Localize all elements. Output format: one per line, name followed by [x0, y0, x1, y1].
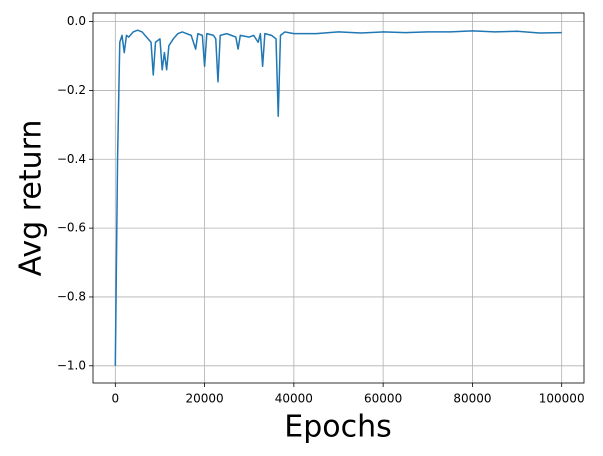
- y-tick-label: −0.4: [57, 152, 86, 166]
- y-tick-label: 0.0: [67, 14, 86, 28]
- x-tick-label: 20000: [185, 392, 223, 406]
- x-axis-label: Epochs: [284, 410, 392, 445]
- data-line: [114, 29, 562, 366]
- x-tick-label: 60000: [364, 392, 402, 406]
- y-tick-label: −1.0: [57, 358, 86, 372]
- y-tick-label: −0.8: [57, 289, 86, 303]
- x-tick-label: 40000: [275, 392, 313, 406]
- y-tick-label: −0.2: [57, 83, 86, 97]
- y-axis-label: Avg return: [14, 120, 49, 277]
- plot-frame: [92, 12, 585, 384]
- y-tick-label: −0.6: [57, 221, 86, 235]
- x-tick-label: 80000: [453, 392, 491, 406]
- x-tick-label: 0: [111, 392, 119, 406]
- x-tick-label: 100000: [539, 392, 585, 406]
